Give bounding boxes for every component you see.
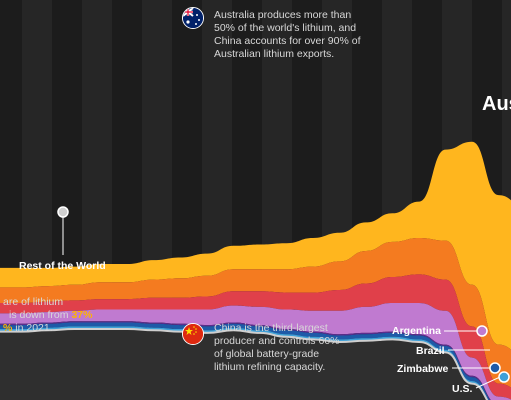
left-annotation-value: 37% (71, 309, 93, 321)
australia-annotation-line: China accounts for over 90% of (214, 35, 361, 47)
china-flag-icon (182, 323, 204, 345)
us-marker (498, 371, 510, 383)
left-annotation-line: are of lithium (3, 296, 64, 308)
china-annotation-line: lithium refining capacity. (214, 361, 326, 373)
rest-of-world-marker (57, 206, 69, 218)
left-annotation-line: is down from 37% (0, 309, 110, 322)
left-annotation-line: % in 2021. (0, 322, 110, 335)
china-annotation-line: of global battery-grade (214, 348, 320, 360)
area-argentina (0, 303, 511, 400)
area-chile (0, 238, 511, 388)
australia-big-label: Aus (482, 93, 511, 115)
zimbabwe-marker (489, 362, 501, 374)
area-china (0, 274, 511, 400)
left-annotation-text: in 2021. (12, 322, 53, 334)
australia-annotation-line: 50% of the world's lithium, and (214, 22, 357, 34)
brazil-label: Brazil (416, 345, 445, 357)
area-rest-of-world-fill (0, 329, 511, 400)
china-annotation-line: producer and controls 60% (214, 335, 340, 347)
rest-of-world-label: Rest of the World (19, 260, 106, 272)
china-annotation-line: China is the third-largest (214, 322, 328, 334)
australia-annotation: Australia produces more than 50% of the … (214, 9, 374, 61)
china-annotation: China is the third-largest producer and … (214, 322, 374, 374)
chart-areas (0, 141, 511, 400)
zimbabwe-label: Zimbabwe (397, 363, 449, 375)
australia-annotation-line: Australia produces more than (214, 9, 352, 21)
argentina-marker (476, 325, 488, 337)
label-leader-lines (57, 206, 510, 389)
area-australia (0, 141, 511, 350)
us-label: U.S. (452, 383, 473, 395)
us-leader (475, 376, 501, 389)
left-annotation: are of lithium is down from 37% % in 202… (0, 296, 110, 335)
argentina-label: Argentina (392, 325, 442, 337)
australia-annotation-line: Australian lithium exports. (214, 48, 335, 60)
rest-of-world-line (0, 328, 489, 400)
left-annotation-text: is down from (9, 309, 72, 321)
australia-flag-icon (182, 7, 204, 29)
left-annotation-value: % (3, 322, 13, 334)
